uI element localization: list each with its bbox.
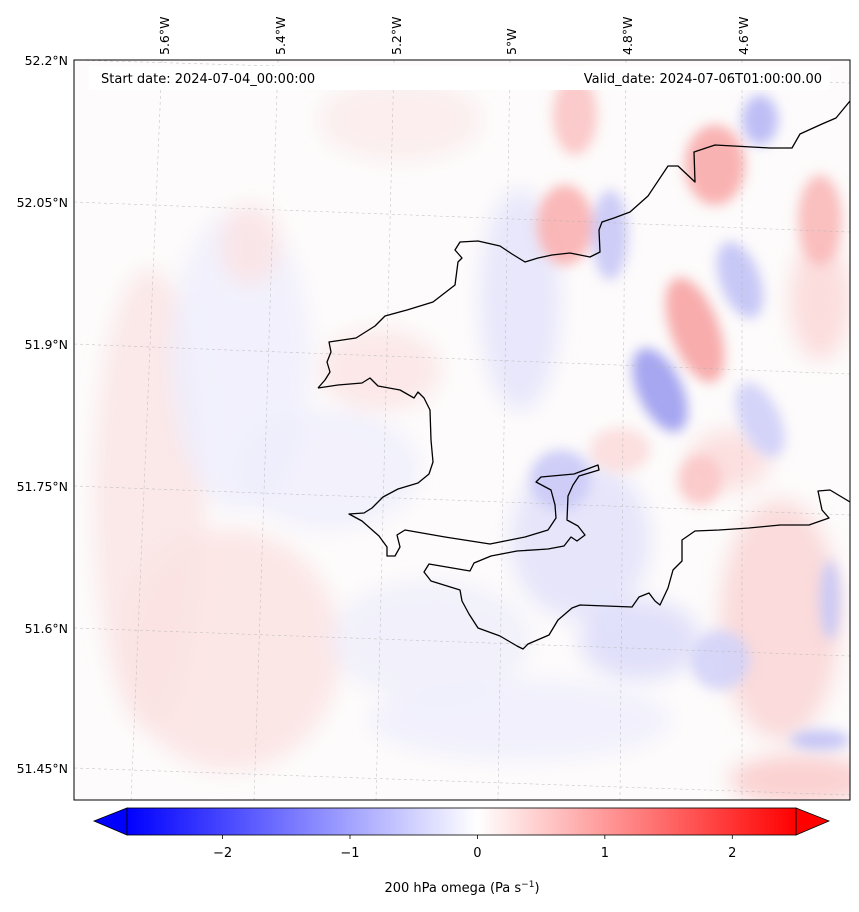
colorbar-label: 200 hPa omega (Pa s−1) [384,880,539,896]
lon-tick-label: 4.8°W [620,17,635,56]
map-area [74,60,850,800]
lat-tick-label: 51.6°N [25,621,68,636]
colorbar-tick-label: 1 [601,846,609,861]
colorbar-tick-label: 2 [728,846,736,861]
colorbar-tick-label: 0 [473,846,481,861]
coastline [317,100,850,650]
lon-tick-label: 5.6°W [157,17,172,56]
date-header-strip [89,66,830,90]
lon-tick-labels: 5.6°W 5.4°W 5.2°W 5°W 4.8°W 4.6°W [157,17,751,56]
lat-tick-labels: 52.2°N 52.05°N 51.9°N 51.75°N 51.6°N 51.… [17,53,68,776]
lat-tick-label: 51.45°N [17,761,68,776]
colorbar-gradient [127,808,796,835]
colorbar: −2 −1 0 1 2 200 hPa omega (Pa s−1) [92,807,831,896]
colorbar-tick-label: −1 [340,846,359,861]
omega-field [95,75,850,800]
colorbar-ticks: −2 −1 0 1 2 [213,835,736,861]
start-date-label: Start date: 2024-07-04_00:00:00 [101,72,315,87]
lat-tick-label: 52.2°N [25,53,68,68]
colorbar-low-extend [92,807,128,836]
lat-tick-label: 51.9°N [25,337,68,352]
map-frame [73,59,851,801]
lon-tick-label: 5°W [504,28,519,55]
lat-tick-label: 52.05°N [17,195,68,210]
lat-tick-label: 51.75°N [17,479,68,494]
lon-tick-label: 5.4°W [273,17,288,56]
lon-tick-label: 5.2°W [389,17,404,56]
lon-tick-label: 4.6°W [736,17,751,56]
valid-date-label: Valid_date: 2024-07-06T01:00:00.00 [584,72,822,87]
colorbar-tick-label: −2 [213,846,232,861]
colorbar-high-extend [795,807,831,836]
